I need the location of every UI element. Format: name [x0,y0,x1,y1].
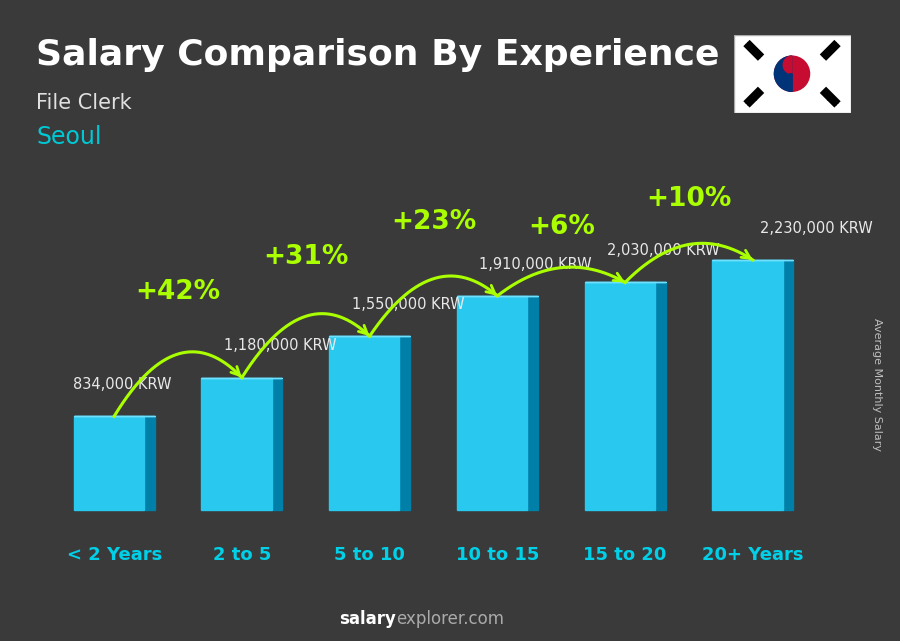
Text: +42%: +42% [135,279,220,305]
Polygon shape [527,296,538,510]
Text: 2,030,000 KRW: 2,030,000 KRW [608,243,720,258]
Circle shape [774,56,810,91]
Text: 1,180,000 KRW: 1,180,000 KRW [224,338,337,353]
Bar [329,336,400,510]
Text: salary: salary [339,610,396,628]
Polygon shape [783,260,793,510]
Text: +23%: +23% [391,210,476,235]
Text: 15 to 20: 15 to 20 [583,546,667,564]
Polygon shape [144,416,155,510]
Polygon shape [775,56,792,91]
Text: 1,910,000 KRW: 1,910,000 KRW [480,256,592,272]
Polygon shape [400,336,410,510]
Polygon shape [655,283,665,510]
Text: 2 to 5: 2 to 5 [212,546,271,564]
Text: Average Monthly Salary: Average Monthly Salary [872,318,883,451]
Text: +6%: +6% [527,214,595,240]
Text: 5 to 10: 5 to 10 [334,546,405,564]
Bar [202,378,272,510]
Text: explorer.com: explorer.com [396,610,504,628]
Polygon shape [783,56,792,74]
Bar [457,296,527,510]
Text: 20+ Years: 20+ Years [702,546,804,564]
Bar [713,260,783,510]
Text: 10 to 15: 10 to 15 [455,546,539,564]
Text: < 2 Years: < 2 Years [67,546,162,564]
Polygon shape [272,378,283,510]
Bar [74,416,144,510]
Text: Salary Comparison By Experience: Salary Comparison By Experience [36,38,719,72]
Polygon shape [783,74,792,91]
Text: 2,230,000 KRW: 2,230,000 KRW [760,221,873,236]
Text: +10%: +10% [646,186,732,212]
Text: 1,550,000 KRW: 1,550,000 KRW [352,297,464,312]
Bar [585,283,655,510]
Text: +31%: +31% [263,244,348,270]
Text: File Clerk: File Clerk [36,93,131,113]
Text: 834,000 KRW: 834,000 KRW [73,377,172,392]
Text: Seoul: Seoul [36,125,102,149]
